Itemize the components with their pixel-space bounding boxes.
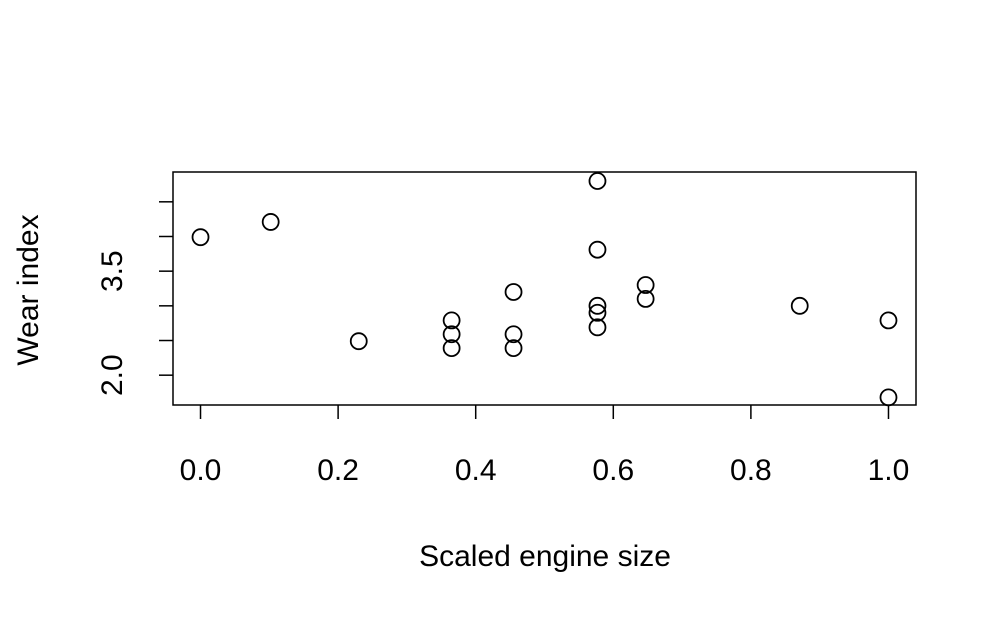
- point: [442, 325, 461, 344]
- x-tick-label: 0.6: [592, 454, 634, 487]
- plot-frame: [172, 171, 917, 406]
- point: [442, 311, 461, 330]
- point: [588, 172, 607, 190]
- y-tick-label: 2.0: [96, 354, 129, 396]
- x-axis-label: Scaled engine size: [419, 540, 671, 573]
- point: [191, 228, 210, 247]
- y-tick-label: 3.5: [96, 250, 129, 292]
- point: [504, 325, 523, 344]
- point: [261, 213, 280, 231]
- point: [879, 311, 898, 330]
- point: [588, 240, 607, 259]
- point: [442, 339, 461, 358]
- point: [349, 332, 368, 351]
- point: [636, 276, 655, 294]
- point: [504, 339, 523, 358]
- x-tick-label: 0.2: [317, 454, 359, 487]
- x-tick-label: 1.0: [868, 454, 910, 487]
- x-tick-label: 0.8: [730, 454, 772, 487]
- point: [636, 290, 655, 308]
- y-axis-label: Wear index: [12, 214, 45, 365]
- x-tick-label: 0.4: [455, 454, 497, 487]
- point: [588, 296, 607, 315]
- point: [588, 318, 607, 337]
- point: [879, 388, 898, 407]
- point: [504, 283, 523, 301]
- point: [790, 296, 809, 315]
- x-tick-label: 0.0: [180, 454, 222, 487]
- point: [588, 303, 607, 322]
